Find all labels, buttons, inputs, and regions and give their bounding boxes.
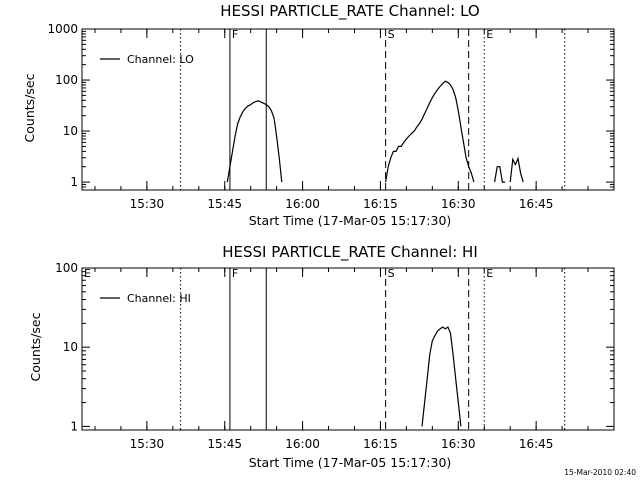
lo-x-tick-label: 16:15 [363, 197, 398, 211]
lo-legend-label: Channel: LO [127, 53, 194, 66]
hi-x-tick-label: 16:30 [441, 437, 476, 451]
lo-x-tick-label: 15:30 [130, 197, 165, 211]
lo-axes-frame [81, 28, 615, 191]
lo-plot-area: 15:30 15:45 16:00 16:15 16:30 16:45 1 10 100 1000… [47, 22, 615, 211]
hi-legend-label: Channel: HI [127, 292, 191, 305]
lo-x-tick-label: 16:00 [285, 197, 320, 211]
hi-x-axis-label: Start Time (17-Mar-05 15:17:30) [249, 455, 452, 470]
lo-y-tick-label: 1 [70, 175, 78, 189]
lo-channel-panel: HESSI PARTICLE_RATE Channel: LO Counts/s… [22, 2, 615, 228]
hi-x-tick-label: 16:15 [363, 437, 398, 451]
lo-x-axis-label: Start Time (17-Mar-05 15:17:30) [249, 213, 452, 228]
lo-marker-label: F [232, 28, 238, 41]
lo-x-tick-label: 16:45 [519, 197, 554, 211]
lo-series-line [494, 166, 505, 183]
hi-x-tick-label: 16:00 [285, 437, 320, 451]
hi-y-axis-label: Counts/sec [28, 312, 43, 381]
lo-marker-label: E [486, 28, 493, 41]
hi-series-line [421, 326, 462, 427]
hi-axes-frame [81, 267, 615, 431]
hi-y-tick-label: 100 [55, 261, 78, 275]
lo-x-tick-label: 15:45 [207, 197, 242, 211]
lo-series-line [509, 156, 524, 183]
lo-series-line [226, 100, 283, 183]
lo-y-axis-label: Counts/sec [22, 73, 37, 142]
hi-y-tick-label: 1 [70, 419, 78, 433]
lo-x-tick-label: 16:30 [441, 197, 476, 211]
hi-marker-label: S [388, 267, 395, 280]
lo-series-line [385, 80, 475, 183]
hi-marker-label: E [84, 267, 91, 280]
hi-x-tick-label: 15:45 [207, 437, 242, 451]
lo-y-tick-label: 100 [55, 73, 78, 87]
lo-y-tick-label: 1000 [47, 22, 78, 36]
hi-channel-panel: HESSI PARTICLE_RATE Channel: HI Counts/s… [28, 243, 615, 470]
hi-chart-title: HESSI PARTICLE_RATE Channel: HI [222, 243, 478, 262]
lo-y-tick-label: 10 [63, 124, 78, 138]
hi-marker-label: E [486, 267, 493, 280]
hi-marker-label: F [232, 267, 238, 280]
lo-chart-title: HESSI PARTICLE_RATE Channel: LO [220, 2, 479, 21]
generation-timestamp: 15-Mar-2010 02:40 [564, 468, 636, 477]
lo-marker-label: S [388, 28, 395, 41]
hi-x-tick-label: 16:45 [519, 437, 554, 451]
hi-plot-area: 15:30 15:45 16:00 16:15 16:30 16:45 1 10 100 E F S E… [55, 261, 615, 451]
hi-x-tick-label: 15:30 [130, 437, 165, 451]
hi-y-tick-label: 10 [63, 340, 78, 354]
